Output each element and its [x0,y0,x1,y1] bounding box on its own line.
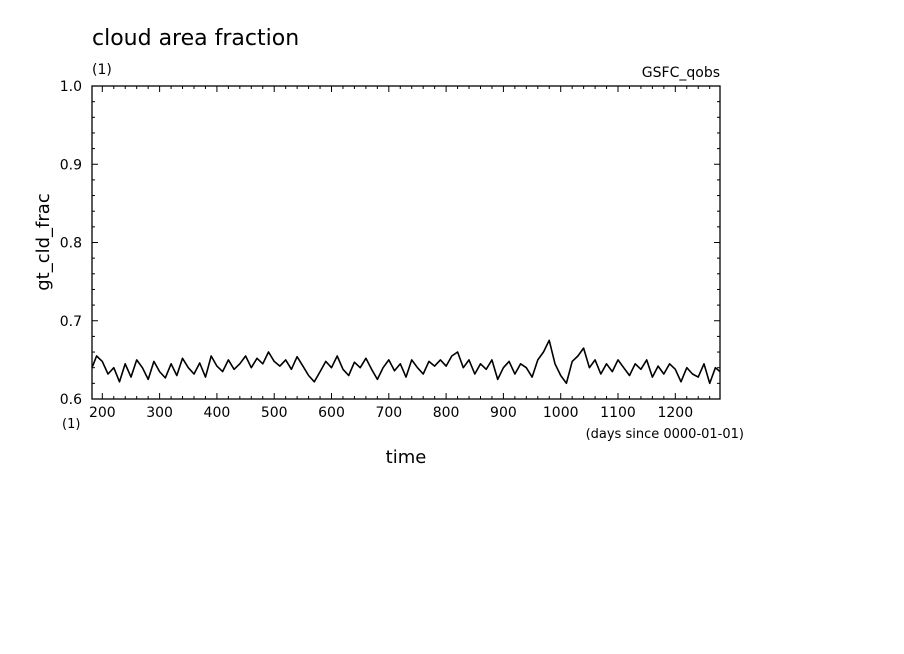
source-label: GSFC_qobs [642,65,720,81]
x-tick-label: 500 [261,405,288,421]
y-tick-label: 0.7 [60,314,82,330]
x-tick-label: 300 [146,405,173,421]
y-tick-label: 0.6 [60,392,82,408]
series-line [91,339,721,385]
y-units: (1) [62,417,80,432]
x-tick-label: 1100 [600,405,636,421]
plot-frame [91,85,721,400]
x-tick-label: 700 [375,405,402,421]
x-tick-label: 1200 [657,405,693,421]
x-tick-label: 800 [433,405,460,421]
ticks [92,85,720,400]
x-tick-labels: 200 300 400 500 600 700 800 900 1000 1100 1200 [89,405,693,421]
y-tick-label: 0.9 [60,157,82,173]
x-tick-label: 900 [490,405,517,421]
y-tick-labels: 0.6 0.7 0.8 0.9 1.0 [60,79,82,408]
x-units: (days since 0000-01-01) [586,427,744,442]
chart-title: cloud area fraction [92,26,299,51]
x-tick-label: 1000 [543,405,579,421]
x-tick-label: 600 [318,405,345,421]
x-tick-label: 200 [89,405,116,421]
x-axis-label: time [386,447,427,468]
title-units: (1) [92,62,112,78]
y-tick-label: 0.8 [60,236,82,252]
y-tick-label: 1.0 [60,79,82,95]
y-axis-label: gt_cld_frac [33,193,54,290]
x-tick-label: 400 [204,405,231,421]
